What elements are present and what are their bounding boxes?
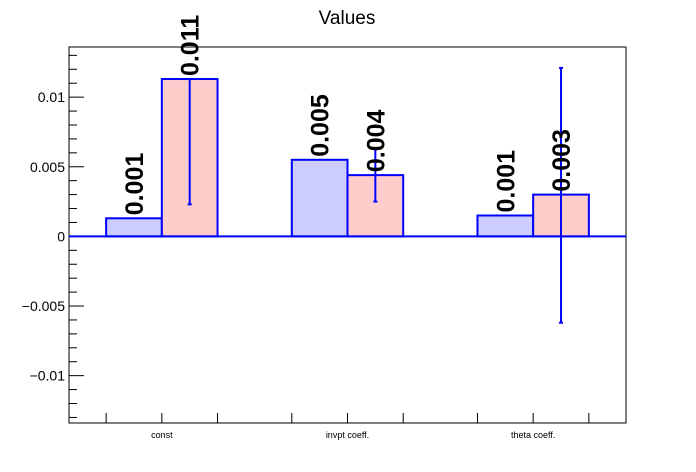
- bar-value-label: 0.001: [121, 153, 149, 216]
- bar: [290, 158, 349, 238]
- x-tick-label: const: [151, 430, 173, 440]
- chart-title: Values: [319, 8, 376, 29]
- bar-value-label: 0.011: [177, 15, 205, 76]
- y-tick-label: −0.005: [22, 298, 65, 314]
- bar-value-label: 0.003: [548, 129, 576, 192]
- x-tick-label: theta coeff.: [511, 430, 555, 440]
- x-tick-label: invpt coeff.: [326, 430, 369, 440]
- bar-value-label: 0.004: [362, 109, 390, 172]
- error-bars-group: [187, 66, 564, 324]
- bar-value-label: 0.001: [492, 150, 520, 213]
- y-tick-label: 0: [57, 228, 65, 244]
- data-labels-group: 0.001 0.011 0.005 0.004 0.001 0.003: [121, 15, 576, 216]
- y-tick-label: 0.01: [38, 89, 65, 105]
- bar: [476, 214, 535, 238]
- y-axis: 0.01 0.005 0 −0.005 −0.01: [22, 54, 84, 418]
- x-axis: const invpt coeff. theta coeff.: [105, 413, 590, 440]
- bar-value-label: 0.005: [307, 94, 335, 157]
- bar: [105, 217, 163, 238]
- y-tick-label: −0.01: [30, 368, 66, 384]
- y-tick-label: 0.005: [30, 159, 65, 175]
